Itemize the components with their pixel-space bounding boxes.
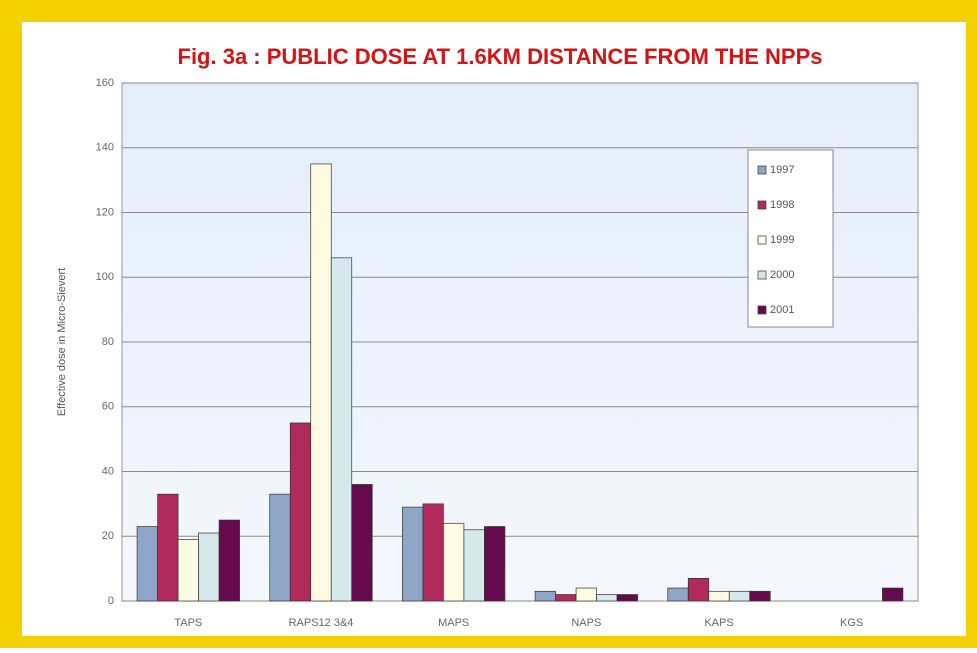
- bar: [218, 519, 240, 602]
- x-tick-label: TAPS: [174, 617, 202, 629]
- bar: [422, 503, 444, 602]
- legend-swatch: [757, 235, 767, 245]
- x-tick-label: NAPS: [571, 617, 601, 629]
- bar: [351, 484, 373, 602]
- x-tick-label: MAPS: [438, 617, 469, 629]
- bar: [555, 594, 577, 602]
- bar: [882, 587, 904, 602]
- legend-swatch: [757, 305, 767, 315]
- x-tick-label: KAPS: [704, 617, 733, 629]
- y-tick-label: 60: [102, 401, 114, 413]
- bar: [749, 590, 771, 602]
- legend-label: 2000: [770, 269, 794, 281]
- bar: [667, 587, 689, 602]
- bar: [687, 577, 710, 602]
- bar: [157, 493, 179, 602]
- chart-title: Fig. 3a : PUBLIC DOSE AT 1.6KM DISTANCE …: [178, 44, 823, 69]
- legend-label: 1997: [770, 164, 794, 176]
- bar: [463, 529, 485, 602]
- bar: [616, 594, 638, 602]
- bar: [177, 539, 199, 602]
- legend-label: 1998: [770, 199, 794, 211]
- y-tick-label: 160: [96, 77, 114, 89]
- bar: [575, 587, 597, 602]
- bar: [534, 590, 556, 602]
- legend-label: 1999: [770, 234, 794, 246]
- y-tick-label: 80: [102, 336, 114, 348]
- y-tick-label: 120: [96, 206, 114, 218]
- bar: [136, 526, 158, 602]
- bar: [330, 257, 353, 602]
- bar: [484, 526, 506, 602]
- y-axis-label: Effective dose in Micro-Sievert: [56, 268, 68, 416]
- legend-swatch: [757, 165, 767, 175]
- bar: [310, 163, 332, 602]
- y-tick-label: 100: [96, 271, 114, 283]
- legend-label: 2001: [770, 304, 794, 316]
- legend-swatch: [757, 200, 767, 210]
- bar: [708, 590, 730, 602]
- x-tick-label: KGS: [840, 617, 863, 629]
- bar: [198, 532, 220, 602]
- y-tick-label: 0: [108, 595, 114, 607]
- legend-swatch: [757, 270, 767, 280]
- y-tick-label: 140: [96, 142, 114, 154]
- bar: [269, 493, 291, 602]
- bar: [728, 590, 751, 602]
- bar: [596, 594, 618, 602]
- y-tick-label: 40: [102, 465, 114, 477]
- y-tick-label: 20: [102, 530, 114, 542]
- bar: [289, 422, 312, 602]
- bar: [402, 506, 424, 602]
- bar: [443, 522, 465, 602]
- x-tick-label: RAPS12 3&4: [289, 617, 354, 629]
